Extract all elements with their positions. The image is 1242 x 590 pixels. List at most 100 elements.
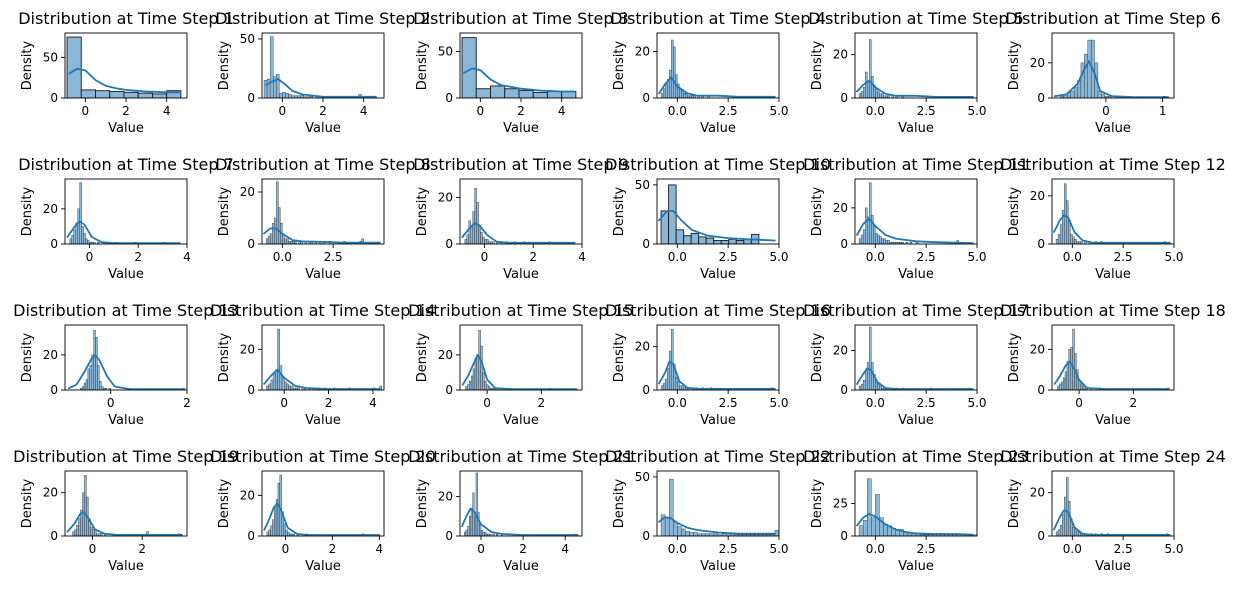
subplot: 0.0 2.5 5.0 0 20 Value Density Distribution at …: [808, 9, 1024, 136]
subplot-title: Distribution at Time Step 7: [18, 155, 234, 174]
subplot-title: Distribution at Time Step 20: [210, 447, 436, 466]
histogram-bar: [879, 385, 882, 390]
histogram-bar: [81, 386, 85, 390]
axes-frame: [459, 178, 583, 245]
y-axis-label: Density: [1007, 186, 1022, 236]
histogram-bar: [875, 494, 880, 536]
kde-line: [658, 76, 776, 98]
histogram-bar: [681, 385, 684, 390]
histogram-bar: [1059, 224, 1063, 244]
histogram-bar: [877, 91, 880, 98]
y-tick-label: 20: [438, 490, 453, 504]
subplot-title: Distribution at Time Step 24: [1000, 447, 1226, 466]
x-tick-label: 5.0: [769, 396, 788, 410]
histogram-bar: [869, 39, 872, 98]
x-axis-label: Value: [305, 267, 341, 282]
histogram-bar: [484, 239, 487, 244]
x-tick-label: 5.0: [1164, 542, 1183, 556]
x-tick-label: 2: [329, 542, 337, 556]
x-axis-label: Value: [898, 559, 934, 574]
axes-frame: [261, 470, 385, 537]
kde-line: [461, 222, 576, 244]
subplot: 0.0 2.5 5.0 0 20 Value Density Distribution at …: [803, 301, 1029, 428]
x-tick-label: 0: [483, 396, 491, 410]
axes-frame: [261, 32, 385, 99]
kde-line: [66, 220, 181, 244]
y-axis-label: Density: [810, 186, 825, 236]
histogram-bar: [145, 531, 149, 536]
histogram-bar: [475, 472, 478, 536]
subplot-title: Distribution at Time Step 23: [803, 447, 1029, 466]
subplot-title: Distribution at Time Step 9: [413, 155, 629, 174]
axes-frame: [1051, 324, 1175, 391]
y-axis-label: Density: [415, 186, 430, 236]
subplot: 0 2 4 0 20 Value Density Distribution at Time S…: [210, 447, 436, 574]
histogram-bar: [887, 95, 890, 98]
histogram-bar: [871, 214, 874, 244]
histogram-bar: [1057, 234, 1061, 244]
histogram-bar: [879, 93, 882, 98]
axes-frame: [656, 32, 780, 99]
histogram-bar: [1070, 347, 1073, 390]
plot-area: [263, 181, 381, 244]
x-axis-label: Value: [108, 559, 144, 574]
histogram-bar: [679, 88, 682, 98]
histogram-bar: [1072, 328, 1075, 390]
subplot-title: Distribution at Time Step 18: [1000, 301, 1226, 320]
subplot: 0.0 2.5 5.0 0 50 Value Density Distribution at …: [605, 155, 831, 282]
histogram-bar: [288, 385, 292, 390]
histogram-bar: [735, 240, 745, 244]
histogram-bar: [91, 354, 94, 390]
y-tick-label: 0: [840, 383, 848, 397]
x-axis-label: Value: [503, 559, 539, 574]
histogram-bar: [673, 46, 676, 98]
axes-frame: [261, 178, 385, 245]
kde-line: [1053, 360, 1170, 390]
histogram-bar: [1064, 183, 1067, 244]
histogram-bar: [476, 202, 479, 244]
histogram-bar: [268, 529, 271, 536]
y-axis-label: Density: [612, 186, 627, 236]
plot-area: [461, 37, 577, 98]
histogram-bar: [681, 90, 684, 98]
histogram-bar: [685, 531, 690, 536]
histogram-bar: [286, 238, 289, 244]
histogram-bar: [467, 525, 470, 536]
histogram-bar: [867, 478, 872, 536]
histogram-bar: [470, 225, 473, 244]
histogram-bar: [669, 479, 674, 536]
y-tick-label: 20: [438, 348, 453, 362]
y-tick-label: 0: [642, 529, 650, 543]
x-tick-label: 5.0: [967, 250, 986, 264]
x-axis-label: Value: [108, 267, 144, 282]
axes-frame: [1051, 32, 1175, 99]
histogram-bar: [660, 385, 664, 390]
histogram-bar: [469, 516, 472, 536]
plot-area: [461, 472, 579, 536]
histogram-bar: [87, 240, 90, 244]
subplot-title: Distribution at Time Step 14: [210, 301, 436, 320]
histogram-bar: [285, 529, 288, 536]
histogram-bar: [478, 225, 481, 244]
plot-area: [658, 39, 776, 98]
histogram-bar: [78, 518, 81, 536]
x-tick-label: 4: [163, 104, 171, 118]
histogram-bar: [875, 89, 878, 98]
subplot-title: Distribution at Time Step 2: [215, 9, 431, 28]
histogram-bar: [666, 368, 670, 390]
histogram-bar: [546, 91, 563, 98]
histogram-bar: [99, 381, 102, 390]
kde-line: [856, 217, 974, 244]
histogram-bar: [276, 181, 279, 244]
histogram-bar: [82, 492, 85, 536]
histogram-bar: [279, 365, 283, 390]
histogram-bar: [858, 385, 862, 390]
subplot-title: Distribution at Time Step 16: [605, 301, 831, 320]
histogram-bar: [1081, 385, 1085, 390]
histogram-bar: [1074, 529, 1077, 536]
y-tick-label: 0: [50, 529, 58, 543]
axes-frame: [854, 324, 978, 391]
x-tick-label: 2.5: [719, 396, 738, 410]
y-tick-label: 0: [445, 91, 453, 105]
